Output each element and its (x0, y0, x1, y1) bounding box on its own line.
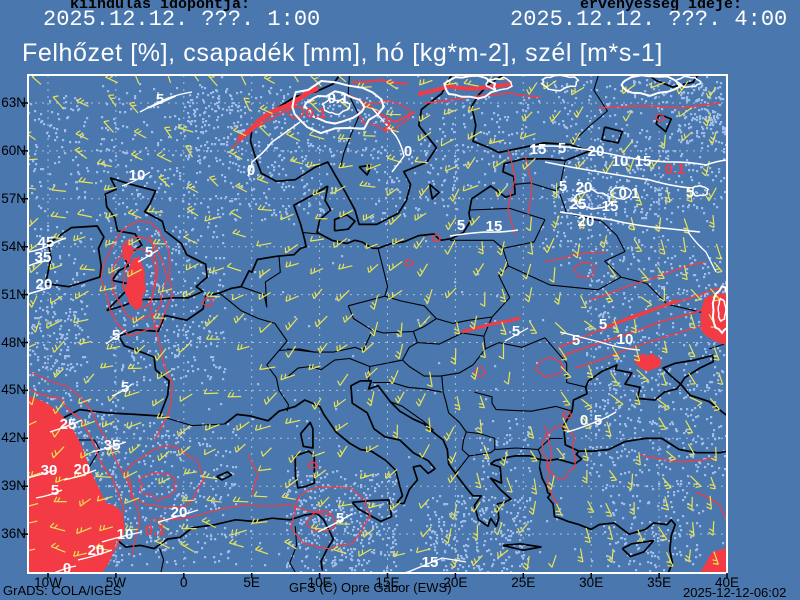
y-tick-label: 51N (1, 286, 26, 302)
snow-cloud-contour-label: 15 (422, 554, 439, 571)
snow-cloud-contour-label: 0.1 (328, 90, 349, 107)
snow-cloud-contour-label: 0 (580, 412, 588, 429)
coastlines (44, 75, 727, 573)
grads-credit: GrADS: COLA/IGES (3, 583, 122, 598)
snow-cloud-contour-label: 5 (121, 379, 129, 396)
snow-cloud-contour-label: 5 (51, 482, 59, 499)
x-tick-label: 0 (180, 575, 188, 590)
snow-cloud-contour-label: 10 (129, 167, 146, 184)
wind-barbs (28, 75, 724, 571)
country-borders (65, 75, 726, 573)
precip-contour-label: 0.1 (306, 105, 327, 122)
x-tick-label: 15E (375, 575, 400, 590)
snow-cloud-contour-label: 10 (612, 153, 629, 170)
snow-cloud-contour-label: 5 (457, 217, 465, 234)
y-tick-label: 45N (1, 382, 26, 398)
y-tick-label: 36N (1, 526, 26, 542)
snow-cloud-contour-label: 10 (617, 331, 634, 348)
x-tick-label: 40E (714, 575, 740, 590)
snow-cloud-contour-label: 5 (145, 244, 153, 261)
snow-cloud-contour-label: 20 (171, 504, 188, 521)
y-tick-label: 39N (1, 478, 26, 494)
snow-cloud-contour-label: 25 (570, 196, 587, 213)
snow-cloud-contour-label: 0 (63, 560, 71, 577)
precip-contour-label: 0.1 (145, 522, 166, 539)
axis-tick-marks (22, 102, 728, 578)
y-tick-label: 60N (1, 142, 26, 158)
snow-cloud-contour-label: 15 (530, 141, 547, 158)
snow-cloud-contour-label: 5 (599, 316, 607, 333)
snow-cloud-contour-label: 0 (247, 162, 255, 179)
snow-cloud-contour-label: 35 (35, 249, 52, 266)
snow-cloud-contour-label: 20 (578, 213, 595, 230)
snow-cloud-contour-label: 20 (576, 179, 593, 196)
snow-cloud-contour-label: 5 (572, 332, 580, 349)
snow-cloud-contour-label: 10 (117, 526, 134, 543)
snow-cloud-contour-label: 5 (512, 323, 520, 340)
snow-cloud-contour-label: 30 (41, 462, 58, 479)
valid-time-label: érvényesség ideje: (580, 0, 743, 13)
y-tick-label: 48N (1, 334, 26, 350)
snow-cloud-contour-label: 25 (60, 416, 77, 433)
snow-cloud-contour-label: 5 (336, 510, 344, 527)
y-tick-label: 63N (1, 95, 26, 110)
snow-cloud-contour-label: 45 (38, 234, 55, 251)
snow-cloud-contour-label: 20 (588, 143, 605, 160)
precip-contour-label: 2 (383, 118, 391, 135)
map-frame (27, 74, 728, 574)
x-tick-label: 5E (243, 575, 260, 590)
y-tick-label: 57N (1, 190, 26, 206)
init-time-label: kiindulás időpontja: (70, 0, 251, 13)
snow-cloud-contour-label: 5 (558, 140, 566, 157)
snow-cloud-contour-label: 5 (156, 91, 164, 108)
snow-cloud-contour-label: 0 (404, 143, 412, 160)
snow-cloud-contour-label: 20 (74, 461, 91, 478)
x-tick-label: 10E (307, 575, 332, 590)
precip-contour-label: 0.1 (665, 161, 686, 178)
x-tick-label: 30E (579, 575, 604, 590)
x-tick-label: 25E (511, 575, 536, 590)
snow-cloud-contour-label: 15 (602, 198, 619, 215)
snow-cloud-contour-label: 5 (594, 412, 602, 429)
y-tick-label: 54N (1, 238, 26, 254)
x-tick-label: 20E (443, 575, 468, 590)
valid-time-value: 2025.12.12. ???. 4:00 (510, 7, 788, 32)
cloud-cover-stipple (28, 75, 727, 573)
x-tick-label: 5W (105, 575, 127, 590)
snow-cloud-contour-label: 0.1 (619, 185, 640, 202)
init-time-value: 2025.12.12. ???. 1:00 (43, 7, 321, 32)
snow-cloud-contour-label: 5 (559, 178, 567, 195)
x-tick-label: 35E (647, 575, 672, 590)
snow-cloud-contour-label: 20 (88, 542, 105, 559)
snow-cloud-contour-label: 15 (486, 218, 503, 235)
snow-cloud-contour-label: 15 (635, 153, 652, 170)
x-tick-label: 10W (34, 575, 62, 590)
precip-contours (29, 78, 727, 571)
run-timestamp: 2025-12-12-06:02 (683, 585, 787, 600)
snow-cloud-contour-label: 5 (686, 184, 694, 201)
map-title: Felhőzet [%], csapadék [mm], hó [kg*m-2]… (22, 39, 663, 67)
model-credit: GFS (C) Opre Gábor (EWS) (289, 580, 452, 595)
snow-cloud-contour-label: 20 (36, 276, 53, 293)
precip-fill-areas (28, 240, 727, 573)
snow-cloud-contour-label: 35 (104, 437, 121, 454)
snow-cloud-contour-label: 5 (112, 327, 120, 344)
y-tick-label: 42N (1, 430, 26, 446)
snow-contours (28, 75, 727, 573)
